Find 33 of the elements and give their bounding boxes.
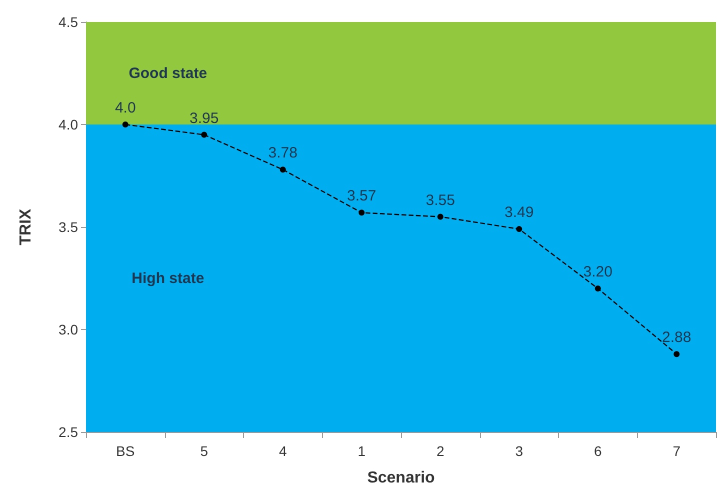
data-label: 3.49 xyxy=(504,204,534,222)
text: 3.5 xyxy=(58,219,78,235)
data-label: 4.0 xyxy=(114,100,136,116)
x-tick-label: 1 xyxy=(358,443,366,459)
point xyxy=(122,122,128,128)
x-tick-label: 4 xyxy=(278,443,287,459)
band-label: High state xyxy=(132,270,204,287)
x-tick-label: BS xyxy=(116,443,135,459)
data-label: 3.55 xyxy=(426,192,455,209)
data-label: 3.57 xyxy=(347,188,376,205)
x-tick-label: 5 xyxy=(200,443,208,459)
text: 3.0 xyxy=(58,322,78,338)
band-label: Good state xyxy=(128,64,208,82)
data-label: 3.95 xyxy=(190,110,219,127)
point xyxy=(358,210,365,216)
text: 2.5 xyxy=(58,424,78,440)
point xyxy=(516,226,522,232)
x-tick-label: 3 xyxy=(515,443,524,459)
point xyxy=(201,132,208,138)
point xyxy=(280,166,286,173)
point xyxy=(594,286,601,292)
text: 4.5 xyxy=(58,14,78,30)
data-label: 3.20 xyxy=(583,264,612,280)
y-axis-title: TRIX xyxy=(18,208,34,246)
x-axis-title: Scenario xyxy=(367,470,436,486)
data-label: 2.88 xyxy=(662,329,692,346)
point xyxy=(437,214,444,220)
x-tick-label: 7 xyxy=(672,443,681,459)
x-tick-label: 2 xyxy=(436,443,444,459)
point xyxy=(674,351,680,358)
text: 4.0 xyxy=(58,116,78,132)
data-label: 3.78 xyxy=(268,144,298,162)
x-tick-label: 6 xyxy=(594,443,602,459)
